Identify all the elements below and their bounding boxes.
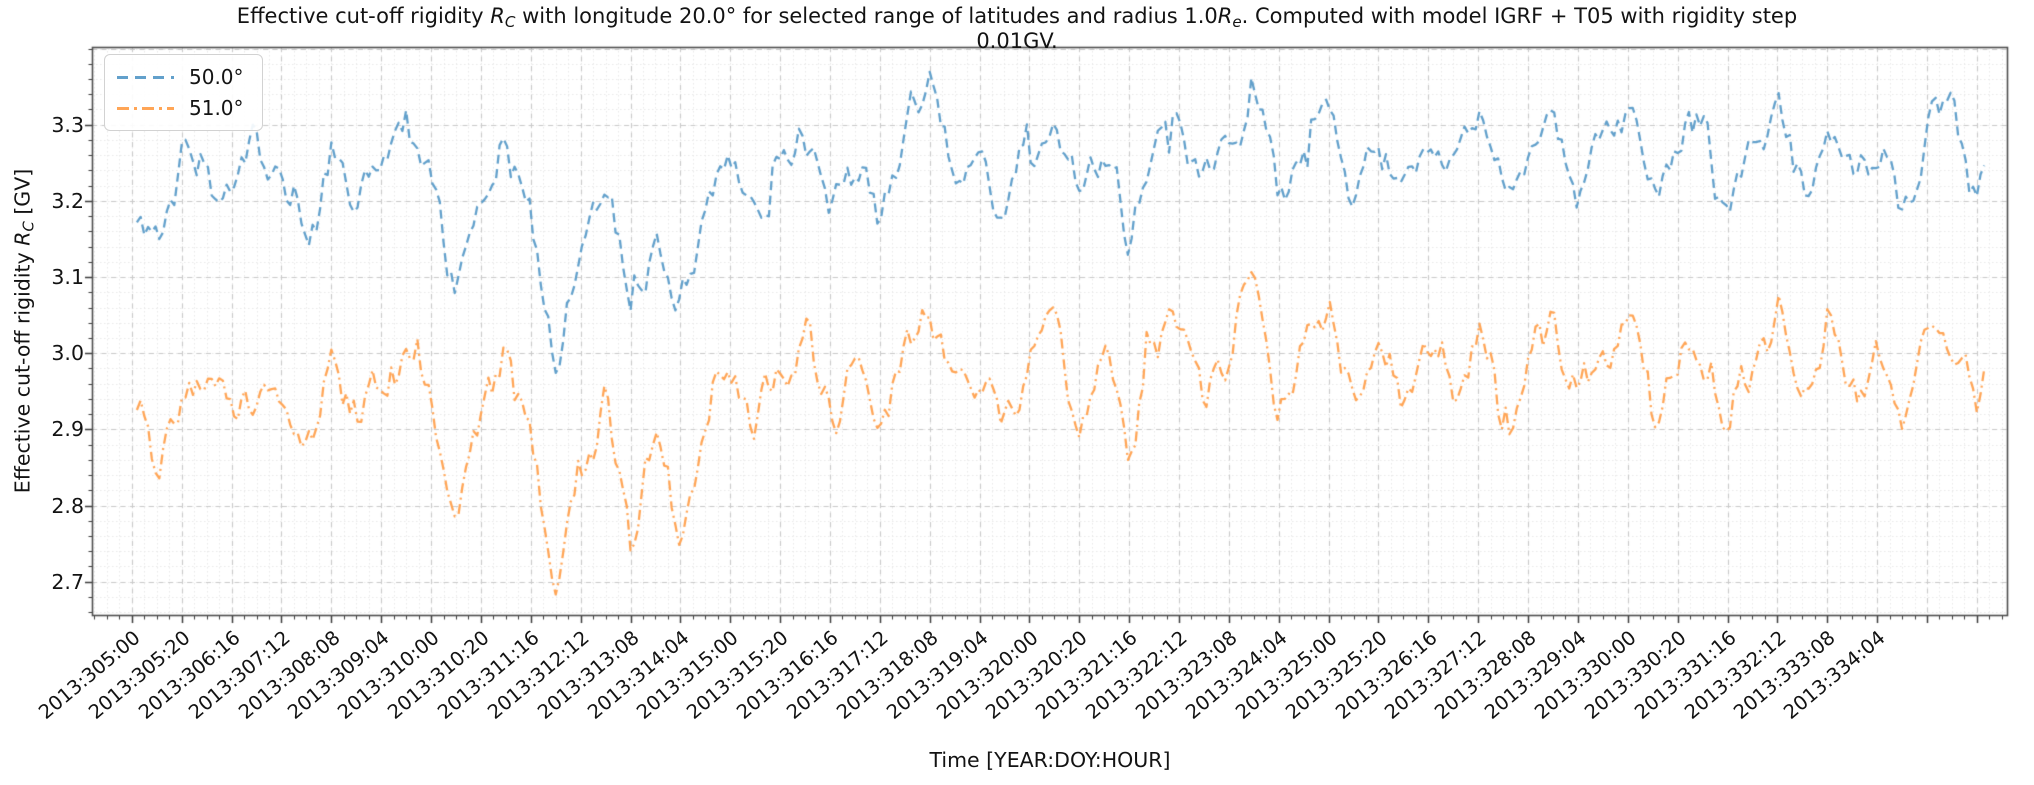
legend-label: 50.0° xyxy=(189,65,244,89)
x-axis-label: Time [YEAR:DOY:HOUR] xyxy=(929,748,1171,772)
chart-title-line2: 0.01GV. xyxy=(976,29,1058,53)
legend-item: 51.0° xyxy=(117,96,244,120)
y-tick-label: 2.7 xyxy=(51,569,84,594)
legend-label: 51.0° xyxy=(189,96,244,120)
y-tick-label: 3.0 xyxy=(51,341,84,366)
chart-title-line1: Effective cut-off rigidity RC with longi… xyxy=(236,4,1798,31)
y-tick-label: 3.3 xyxy=(51,112,84,137)
legend-line-sample-dashdot xyxy=(117,106,174,110)
y-tick-label: 3.2 xyxy=(51,188,84,213)
legend: 50.0° 51.0° xyxy=(104,54,263,131)
y-axis-label: Effective cut-off rigidity RC [GV] xyxy=(10,168,38,494)
y-tick-label: 3.1 xyxy=(51,265,84,290)
legend-item: 50.0° xyxy=(117,65,244,89)
y-tick-label: 2.9 xyxy=(51,417,84,442)
legend-line-sample-dashed xyxy=(117,75,174,79)
y-tick-label: 2.8 xyxy=(51,493,84,518)
